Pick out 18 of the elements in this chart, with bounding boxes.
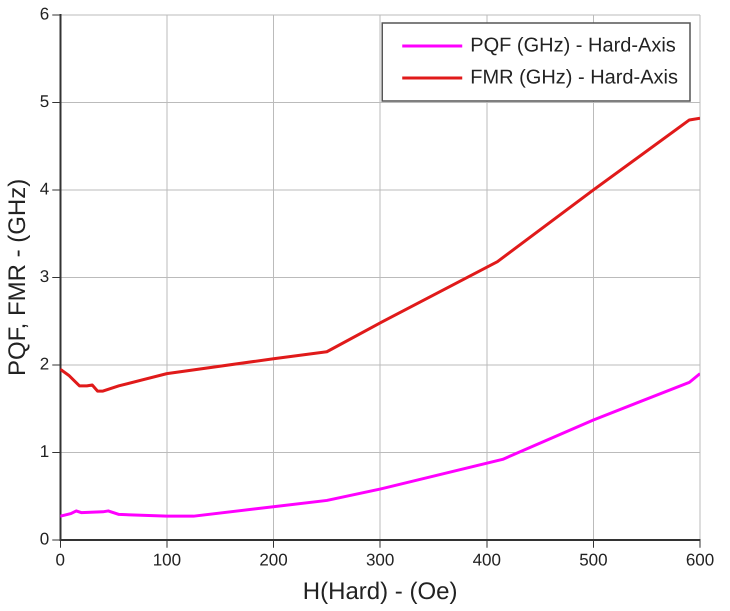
x-tick-label: 300 <box>366 550 394 570</box>
y-tick-label: 4 <box>40 180 50 199</box>
y-tick-label: 6 <box>40 4 50 24</box>
y-tick-label: 5 <box>40 92 50 112</box>
legend-label: FMR (GHz) - Hard-Axis <box>470 66 678 89</box>
x-tick-label: 500 <box>579 550 608 570</box>
x-tick-label: 400 <box>472 550 501 570</box>
y-tick-label: 2 <box>40 354 50 374</box>
x-axis-title: H(Hard) - (Oe) <box>302 578 458 606</box>
x-tick-label: 100 <box>152 550 182 570</box>
y-tick-label: 3 <box>40 267 50 286</box>
y-tick-label: 0 <box>40 529 50 548</box>
y-tick-label: 1 <box>40 442 50 462</box>
x-tick-label: 200 <box>259 550 288 570</box>
x-tick-label: 600 <box>686 550 714 570</box>
y-axis-title: PQF, FMR - (GHz) <box>4 178 32 376</box>
x-tick-label: 0 <box>56 550 65 570</box>
legend-label: PQF (GHz) - Hard-Axis <box>470 34 676 57</box>
